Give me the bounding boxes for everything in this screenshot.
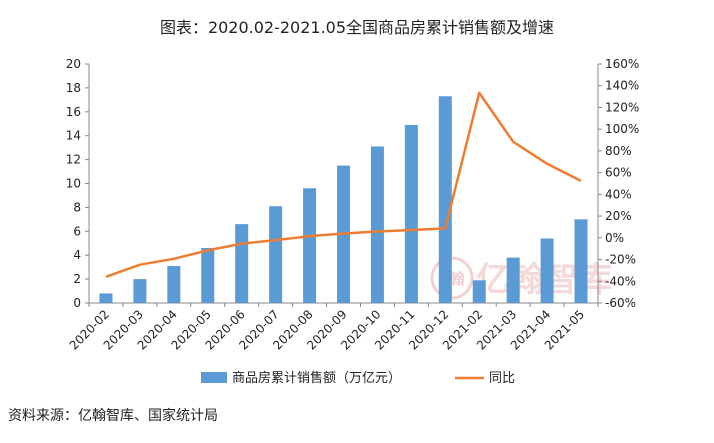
bar	[540, 238, 554, 303]
bar	[99, 293, 113, 303]
watermark-logo	[430, 256, 474, 300]
chart-title: 图表：2020.02-2021.05全国商品房累计销售额及增速	[160, 18, 554, 37]
y-left-tick-label: 10	[66, 177, 81, 191]
bar	[370, 146, 384, 303]
y-right-tick-label: -60%	[605, 296, 636, 310]
bar	[303, 188, 317, 303]
y-right-tick-label: 0%	[605, 231, 624, 245]
legend: 商品房累计销售额（万亿元） 同比	[201, 370, 515, 386]
y-left-tick-label: 0	[73, 296, 81, 310]
bar	[133, 279, 147, 303]
legend-swatch-bar	[201, 372, 227, 383]
y-right-tick-label: 160%	[605, 57, 639, 71]
legend-label-line: 同比	[489, 371, 515, 386]
bar	[472, 280, 486, 303]
y-left-tick-label: 2	[73, 272, 81, 286]
y-right-tick-label: -40%	[605, 274, 636, 288]
y-right-tick-label: 80%	[605, 144, 632, 158]
y-right-tick-label: 120%	[605, 100, 639, 114]
bar	[167, 265, 181, 303]
y-left-tick-label: 14	[66, 129, 81, 143]
bar	[506, 257, 520, 303]
y-right-tick-label: 140%	[605, 79, 639, 93]
y-left-tick-label: 4	[73, 248, 81, 262]
legend-label-bar: 商品房累计销售额（万亿元）	[232, 370, 401, 386]
y-right-tick-label: 40%	[605, 187, 632, 201]
bar	[438, 96, 452, 303]
y-right-tick-label: 20%	[605, 209, 632, 223]
y-left-tick-label: 8	[73, 200, 81, 214]
plot-area: 0 2 4 6 8 10 12 14 16 18 20 -60% -40% -20% 0% 20% 40% 60%…	[66, 57, 640, 353]
source-note: 资料来源：亿翰智库、国家统计局	[8, 408, 218, 424]
y-left-tick-label: 16	[66, 105, 81, 119]
bar	[201, 248, 215, 303]
bar	[574, 219, 588, 303]
y-left-tick-label: 12	[66, 153, 81, 167]
bar	[235, 224, 249, 303]
y-left-tick-label: 18	[66, 81, 81, 95]
bar	[404, 124, 418, 303]
y-right-tick-label: 60%	[605, 166, 632, 180]
y-left-tick-label: 20	[66, 57, 81, 71]
y-left-tick-label: 6	[73, 224, 81, 238]
y-right-tick-label: -20%	[605, 253, 636, 267]
y-right-tick-label: 100%	[605, 122, 639, 136]
bar	[269, 206, 283, 303]
